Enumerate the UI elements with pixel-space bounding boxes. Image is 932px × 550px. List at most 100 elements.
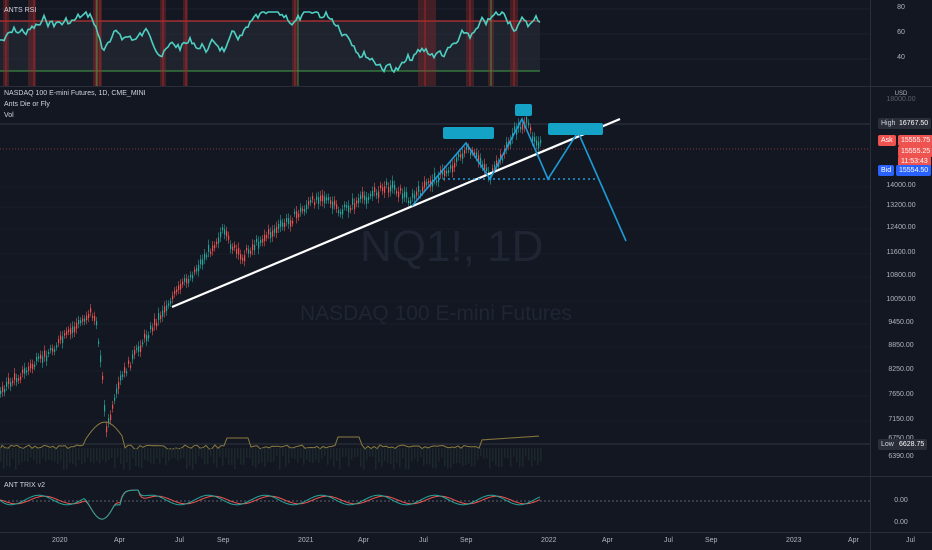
candle bbox=[362, 191, 364, 199]
price-tick: 10800.00 bbox=[886, 272, 916, 279]
candle bbox=[224, 229, 226, 235]
volume-bar bbox=[405, 448, 407, 470]
candle bbox=[352, 198, 354, 205]
candle bbox=[86, 315, 88, 320]
volume-bar bbox=[72, 448, 74, 465]
volume-bar bbox=[453, 448, 455, 464]
volume-bar bbox=[357, 448, 359, 457]
volume-bar bbox=[114, 448, 116, 469]
volume-ma-line bbox=[0, 421, 540, 451]
candle bbox=[294, 211, 296, 214]
volume-bar bbox=[243, 448, 245, 465]
candle bbox=[28, 366, 30, 371]
ask-label: Ask bbox=[878, 135, 896, 146]
time-tick: Jul bbox=[906, 537, 915, 544]
candle bbox=[222, 227, 224, 231]
time-tick: Sep bbox=[705, 537, 718, 544]
indicator-legend-vol[interactable]: Vol bbox=[4, 112, 14, 119]
candle bbox=[256, 238, 258, 243]
candle bbox=[388, 187, 390, 193]
volume-bar bbox=[246, 448, 248, 458]
volume-bar bbox=[408, 448, 410, 470]
volume-bar bbox=[519, 448, 521, 468]
candle bbox=[312, 196, 314, 200]
candle bbox=[428, 181, 430, 184]
candle bbox=[496, 160, 498, 167]
candle bbox=[204, 253, 206, 260]
candle bbox=[300, 207, 302, 213]
price-tick: 12400.00 bbox=[886, 224, 916, 231]
candle bbox=[458, 153, 460, 158]
volume-bar bbox=[93, 448, 95, 464]
candle bbox=[190, 274, 192, 278]
volume-bar bbox=[195, 448, 197, 464]
candle bbox=[154, 318, 156, 326]
candle bbox=[326, 197, 328, 201]
volume-bar bbox=[489, 448, 491, 469]
candle bbox=[228, 235, 230, 240]
candle bbox=[74, 326, 76, 333]
candle bbox=[292, 220, 294, 224]
price-tick: 8250.00 bbox=[888, 366, 914, 373]
candle bbox=[414, 194, 416, 199]
rsi-pane-separator[interactable] bbox=[0, 86, 932, 87]
volume-bar bbox=[78, 448, 80, 461]
volume-bar bbox=[336, 448, 338, 461]
volume-bar bbox=[171, 448, 173, 459]
candle bbox=[370, 194, 372, 197]
high-price-tag: 16767.50 bbox=[896, 118, 932, 129]
trix-pane-separator[interactable] bbox=[0, 476, 932, 477]
candle bbox=[172, 295, 174, 300]
candle bbox=[18, 378, 20, 381]
volume-bar bbox=[483, 448, 485, 459]
candle bbox=[540, 139, 542, 144]
symbol-legend[interactable]: NASDAQ 100 E-mini Futures, 1D, CME_MINI bbox=[4, 90, 146, 97]
candle bbox=[520, 127, 522, 130]
candle bbox=[416, 191, 418, 196]
volume-bar bbox=[156, 448, 158, 459]
candle bbox=[364, 195, 366, 201]
volume-bar bbox=[294, 448, 296, 459]
volume-bar bbox=[15, 448, 17, 470]
candle bbox=[502, 158, 504, 161]
candle bbox=[286, 218, 288, 223]
watermark-symbol: NQ1!, 1D bbox=[360, 222, 544, 271]
rsi-pane-label[interactable]: ANTS RSI bbox=[4, 7, 37, 14]
rsi-tick-80: 80 bbox=[897, 4, 905, 11]
volume-bar bbox=[168, 448, 170, 461]
volume-bar bbox=[435, 448, 437, 469]
candle bbox=[208, 245, 210, 252]
watermark-name: NASDAQ 100 E-mini Futures bbox=[300, 302, 572, 325]
volume-bar bbox=[258, 448, 260, 465]
indicator-legend-ants[interactable]: Ants Die or Fly bbox=[4, 101, 50, 108]
volume-bar bbox=[45, 448, 47, 462]
trendline bbox=[171, 117, 621, 309]
candle bbox=[406, 192, 408, 198]
price-axis[interactable] bbox=[870, 0, 932, 550]
volume-bar bbox=[525, 448, 527, 457]
candle bbox=[114, 397, 116, 401]
candle bbox=[402, 193, 404, 199]
candle bbox=[374, 187, 376, 193]
candle bbox=[10, 382, 12, 387]
candle bbox=[132, 354, 134, 360]
trix-pane-label[interactable]: ANT TRIX v2 bbox=[4, 482, 45, 489]
volume-bar bbox=[210, 448, 212, 457]
volume-bar bbox=[66, 448, 68, 470]
candle bbox=[404, 191, 406, 198]
candle bbox=[536, 140, 538, 146]
volume-bar bbox=[105, 448, 107, 463]
volume-bar bbox=[531, 448, 533, 467]
volume-bar bbox=[303, 448, 305, 465]
rsi-zone bbox=[418, 0, 436, 86]
candle bbox=[476, 152, 478, 158]
candle bbox=[248, 249, 250, 254]
volume-bar bbox=[186, 448, 188, 469]
volume-bar bbox=[216, 448, 218, 468]
volume-bar bbox=[228, 448, 230, 465]
candle bbox=[174, 290, 176, 295]
volume-bar bbox=[279, 448, 281, 470]
candle bbox=[454, 162, 456, 168]
volume-bar bbox=[504, 448, 506, 459]
